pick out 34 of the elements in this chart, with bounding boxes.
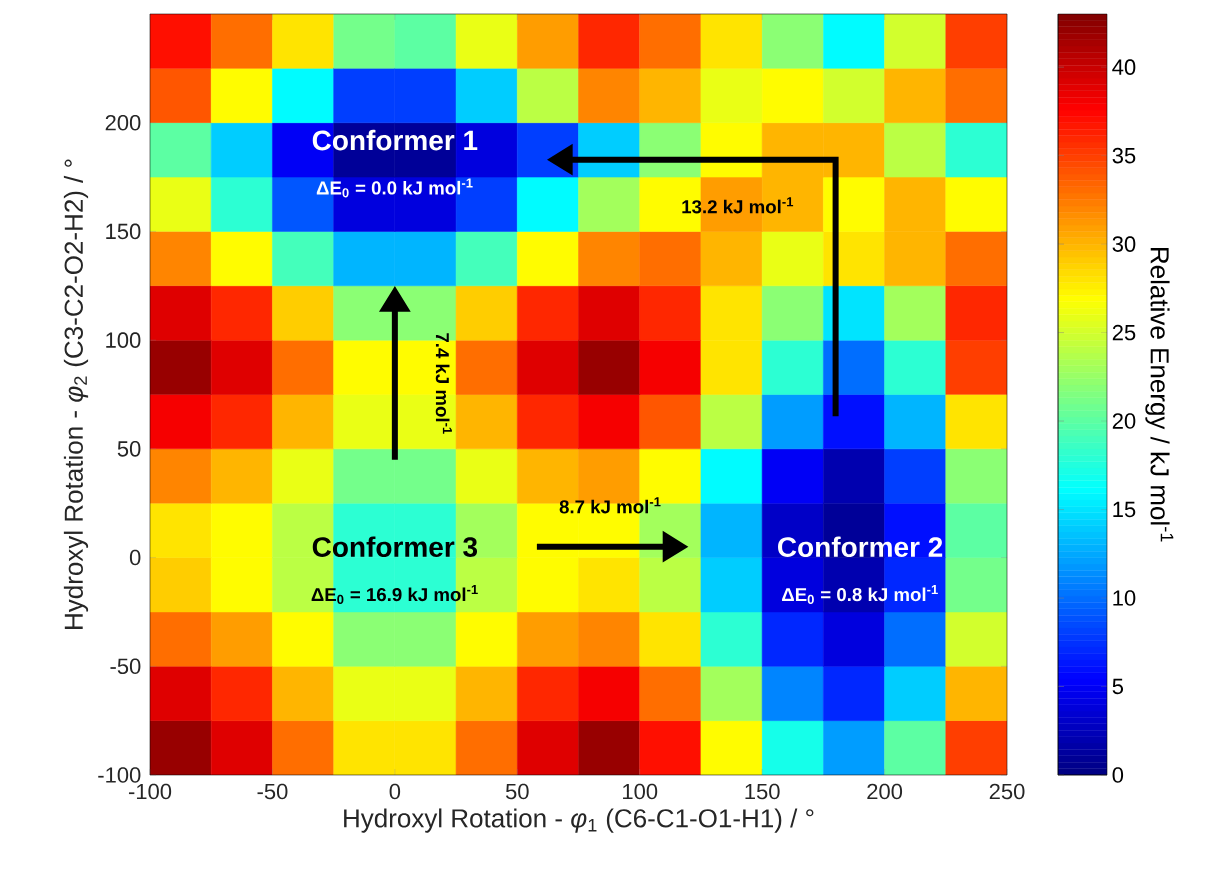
- x-tick-label: 250: [989, 783, 1025, 800]
- color-bar-label: 25: [1112, 324, 1136, 341]
- y-tick-label: 100: [106, 332, 141, 348]
- x-tick-label: 0: [389, 783, 401, 800]
- color-bar-label: 30: [1112, 236, 1136, 252]
- annotation: Conformer 1: [312, 129, 478, 151]
- x-tick-label: 50: [505, 783, 529, 800]
- y-axis-title: Hydroxyl Rotation - φ$_{2}$ (C3-C2-O2-H2) / °: [63, 159, 89, 629]
- x-tick-label: -100: [128, 783, 172, 800]
- annotation: 7.4 kJ mol$^{-1}$: [435, 333, 452, 434]
- annotation: ΔE$_{0}$ = 0.0 kJ mol$^{-1}$: [316, 178, 473, 198]
- color-bar-label: 10: [1113, 590, 1136, 606]
- x-tick-label: 150: [745, 783, 780, 800]
- x-tick-label: 100: [623, 783, 658, 800]
- x-tick-label: 200: [867, 783, 903, 800]
- color-bar-label: 5: [1112, 678, 1124, 695]
- y-tick-label: -100: [98, 767, 141, 783]
- annotation: 8.7 kJ mol$^{-1}$: [559, 497, 661, 514]
- color-bar-label: 35: [1112, 147, 1136, 164]
- y-tick-label: -50: [110, 658, 141, 675]
- color-bar-label: 40: [1112, 59, 1136, 75]
- y-tick-label: 200: [105, 114, 141, 131]
- annotation: Conformer 2: [778, 536, 943, 557]
- y-tick-label: 0: [129, 549, 141, 566]
- color-bar-label: 15: [1113, 501, 1136, 518]
- annotation: 13.2 kJ mol$^{-1}$: [682, 197, 794, 214]
- y-tick-label: 50: [117, 441, 141, 457]
- x-axis-title: Hydroxyl Rotation - φ$_{1}$ (C6-C1-O1-H1) / °: [344, 808, 814, 833]
- annotation: ΔE$_{0}$ = 0.8 kJ mol$^{-1}$: [782, 585, 938, 605]
- color-bar-label: 0: [1112, 767, 1124, 783]
- x-tick-label: -50: [257, 783, 288, 800]
- color-bar-title: Relative Energy / kJ mol$^{-1}$: [1145, 248, 1174, 542]
- y-tick-label: 150: [106, 223, 141, 240]
- color-bar-label: 20: [1112, 413, 1136, 429]
